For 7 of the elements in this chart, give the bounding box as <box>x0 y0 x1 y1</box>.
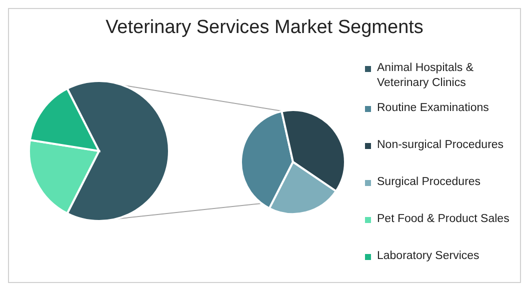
chart-title: Veterinary Services Market Segments <box>104 17 424 39</box>
legend-label: Non-surgical Procedures <box>377 138 504 153</box>
legend-label: Laboratory Services <box>377 249 480 264</box>
legend-label: Surgical Procedures <box>377 175 481 190</box>
legend-label: Routine Examinations <box>377 101 489 116</box>
legend-label: Pet Food & Product Sales <box>377 212 510 227</box>
legend-label: Animal Hospitals & Veterinary Clinics <box>377 61 475 91</box>
